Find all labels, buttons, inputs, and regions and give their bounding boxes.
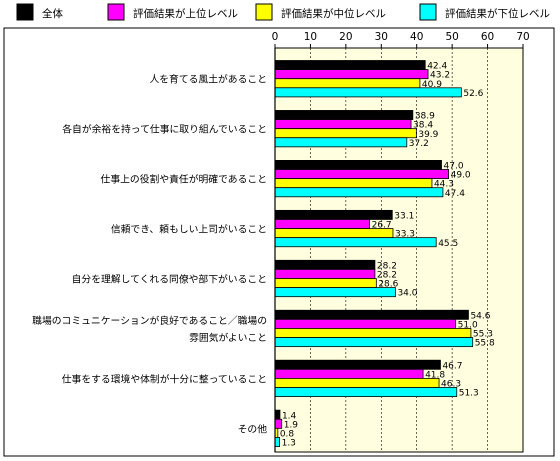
value-label: 46.3 — [441, 380, 461, 390]
value-label: 33.1 — [394, 211, 414, 221]
category-label: 各自が余裕を持って仕事に取り組んでいること — [62, 123, 267, 136]
category-label: 仕事をする環境や体制が十分に整っていること — [62, 372, 267, 385]
value-label: 28.2 — [377, 271, 397, 281]
bar — [274, 169, 450, 180]
value-label: 40.9 — [422, 80, 442, 90]
value-label: 43.2 — [430, 71, 450, 81]
value-label: 1.9 — [284, 420, 299, 430]
bar — [274, 69, 429, 80]
bar — [274, 60, 426, 71]
value-label: 1.3 — [282, 439, 296, 449]
bar-series — [274, 60, 474, 447]
value-label: 34.0 — [397, 289, 417, 299]
bar — [274, 377, 440, 388]
bar — [274, 409, 281, 420]
tick-label: 50 — [445, 31, 458, 43]
bar — [274, 368, 424, 379]
value-label: 51.0 — [458, 320, 478, 330]
legend-label: 全体 — [42, 7, 63, 20]
chart-frame — [3, 27, 555, 457]
value-label: 55.3 — [473, 330, 493, 340]
legend-swatch — [16, 3, 34, 21]
bar — [274, 337, 474, 348]
value-label: 47.0 — [444, 162, 464, 172]
legend-label: 評価結果が下位レベル — [445, 7, 550, 20]
bar — [274, 159, 442, 170]
value-label: 28.6 — [378, 280, 398, 290]
value-label: 49.0 — [451, 171, 471, 181]
value-label: 54.6 — [470, 311, 490, 321]
tick-label: 20 — [339, 31, 352, 43]
value-label: 38.9 — [415, 112, 435, 122]
tick-label: 10 — [304, 31, 317, 43]
legend-swatch — [419, 3, 437, 21]
bar — [274, 328, 472, 338]
legend-swatch — [255, 3, 273, 21]
tick-label: 0 — [272, 31, 279, 43]
value-label: 26.7 — [372, 221, 392, 231]
bar — [274, 259, 376, 270]
legend-label: 評価結果が上位レベル — [133, 7, 238, 20]
category-label: 信頼でき、頼もしい上司がいること — [111, 223, 267, 236]
legend-swatch — [107, 3, 125, 21]
category-labels: 人を育てる風土があること各自が余裕を持って仕事に取り組んでいること仕事上の役割や… — [32, 73, 267, 436]
bar — [274, 119, 412, 130]
value-label: 0.8 — [280, 429, 295, 439]
bar — [274, 209, 393, 220]
bar — [274, 178, 433, 189]
value-label: 45.5 — [438, 239, 458, 249]
value-label: 51.3 — [459, 389, 479, 399]
bar — [274, 268, 376, 279]
value-label: 33.3 — [395, 230, 415, 240]
category-label: その他 — [238, 422, 268, 435]
bar — [274, 309, 469, 320]
value-label: 42.4 — [427, 62, 447, 72]
value-label: 37.2 — [409, 139, 429, 149]
value-label: 39.9 — [418, 130, 438, 140]
bar — [274, 187, 444, 198]
x-axis-ticks: 0 10 20 30 40 50 60 70 — [272, 31, 530, 48]
value-labels: 42.443.240.9 52.6 38.938.439.937.2 47.049.0… — [280, 62, 495, 449]
category-label: 職場のコミュニケーションが良好であること／職場の — [32, 314, 267, 327]
value-label: 46.7 — [442, 361, 462, 371]
bar — [274, 219, 370, 229]
bar — [274, 78, 421, 89]
value-label: 55.8 — [475, 339, 495, 349]
bar — [274, 318, 457, 329]
legend-label: 評価結果が中位レベル — [281, 7, 386, 20]
bar — [274, 128, 417, 139]
chart-legend: 全体 評価結果が上位レベル 評価結果が中位レベル 評価結果が下位レベル — [16, 3, 550, 21]
bar — [274, 278, 377, 289]
tick-label: 40 — [410, 31, 423, 43]
category-label: 自分を理解してくれる同僚や部下がいること — [72, 273, 267, 286]
bar — [274, 359, 441, 370]
value-label: 41.8 — [425, 370, 445, 380]
value-label: 52.6 — [463, 89, 483, 99]
category-label: 人を育てる風土があること — [149, 73, 267, 86]
value-label: 44.3 — [434, 180, 454, 190]
category-label: 仕事上の役割や責任が明確であること — [101, 173, 267, 186]
tick-label: 60 — [481, 31, 494, 43]
value-label: 28.2 — [377, 261, 397, 271]
value-label: 1.4 — [282, 411, 297, 421]
tick-label: 70 — [516, 31, 529, 43]
bar — [274, 387, 458, 398]
bar — [274, 418, 283, 429]
category-label: 雰囲気がよいこと — [189, 331, 267, 344]
tick-label: 30 — [375, 31, 388, 43]
bar — [274, 137, 408, 148]
value-label: 38.4 — [413, 121, 433, 131]
bar — [274, 110, 414, 120]
value-label: 47.4 — [445, 189, 465, 199]
